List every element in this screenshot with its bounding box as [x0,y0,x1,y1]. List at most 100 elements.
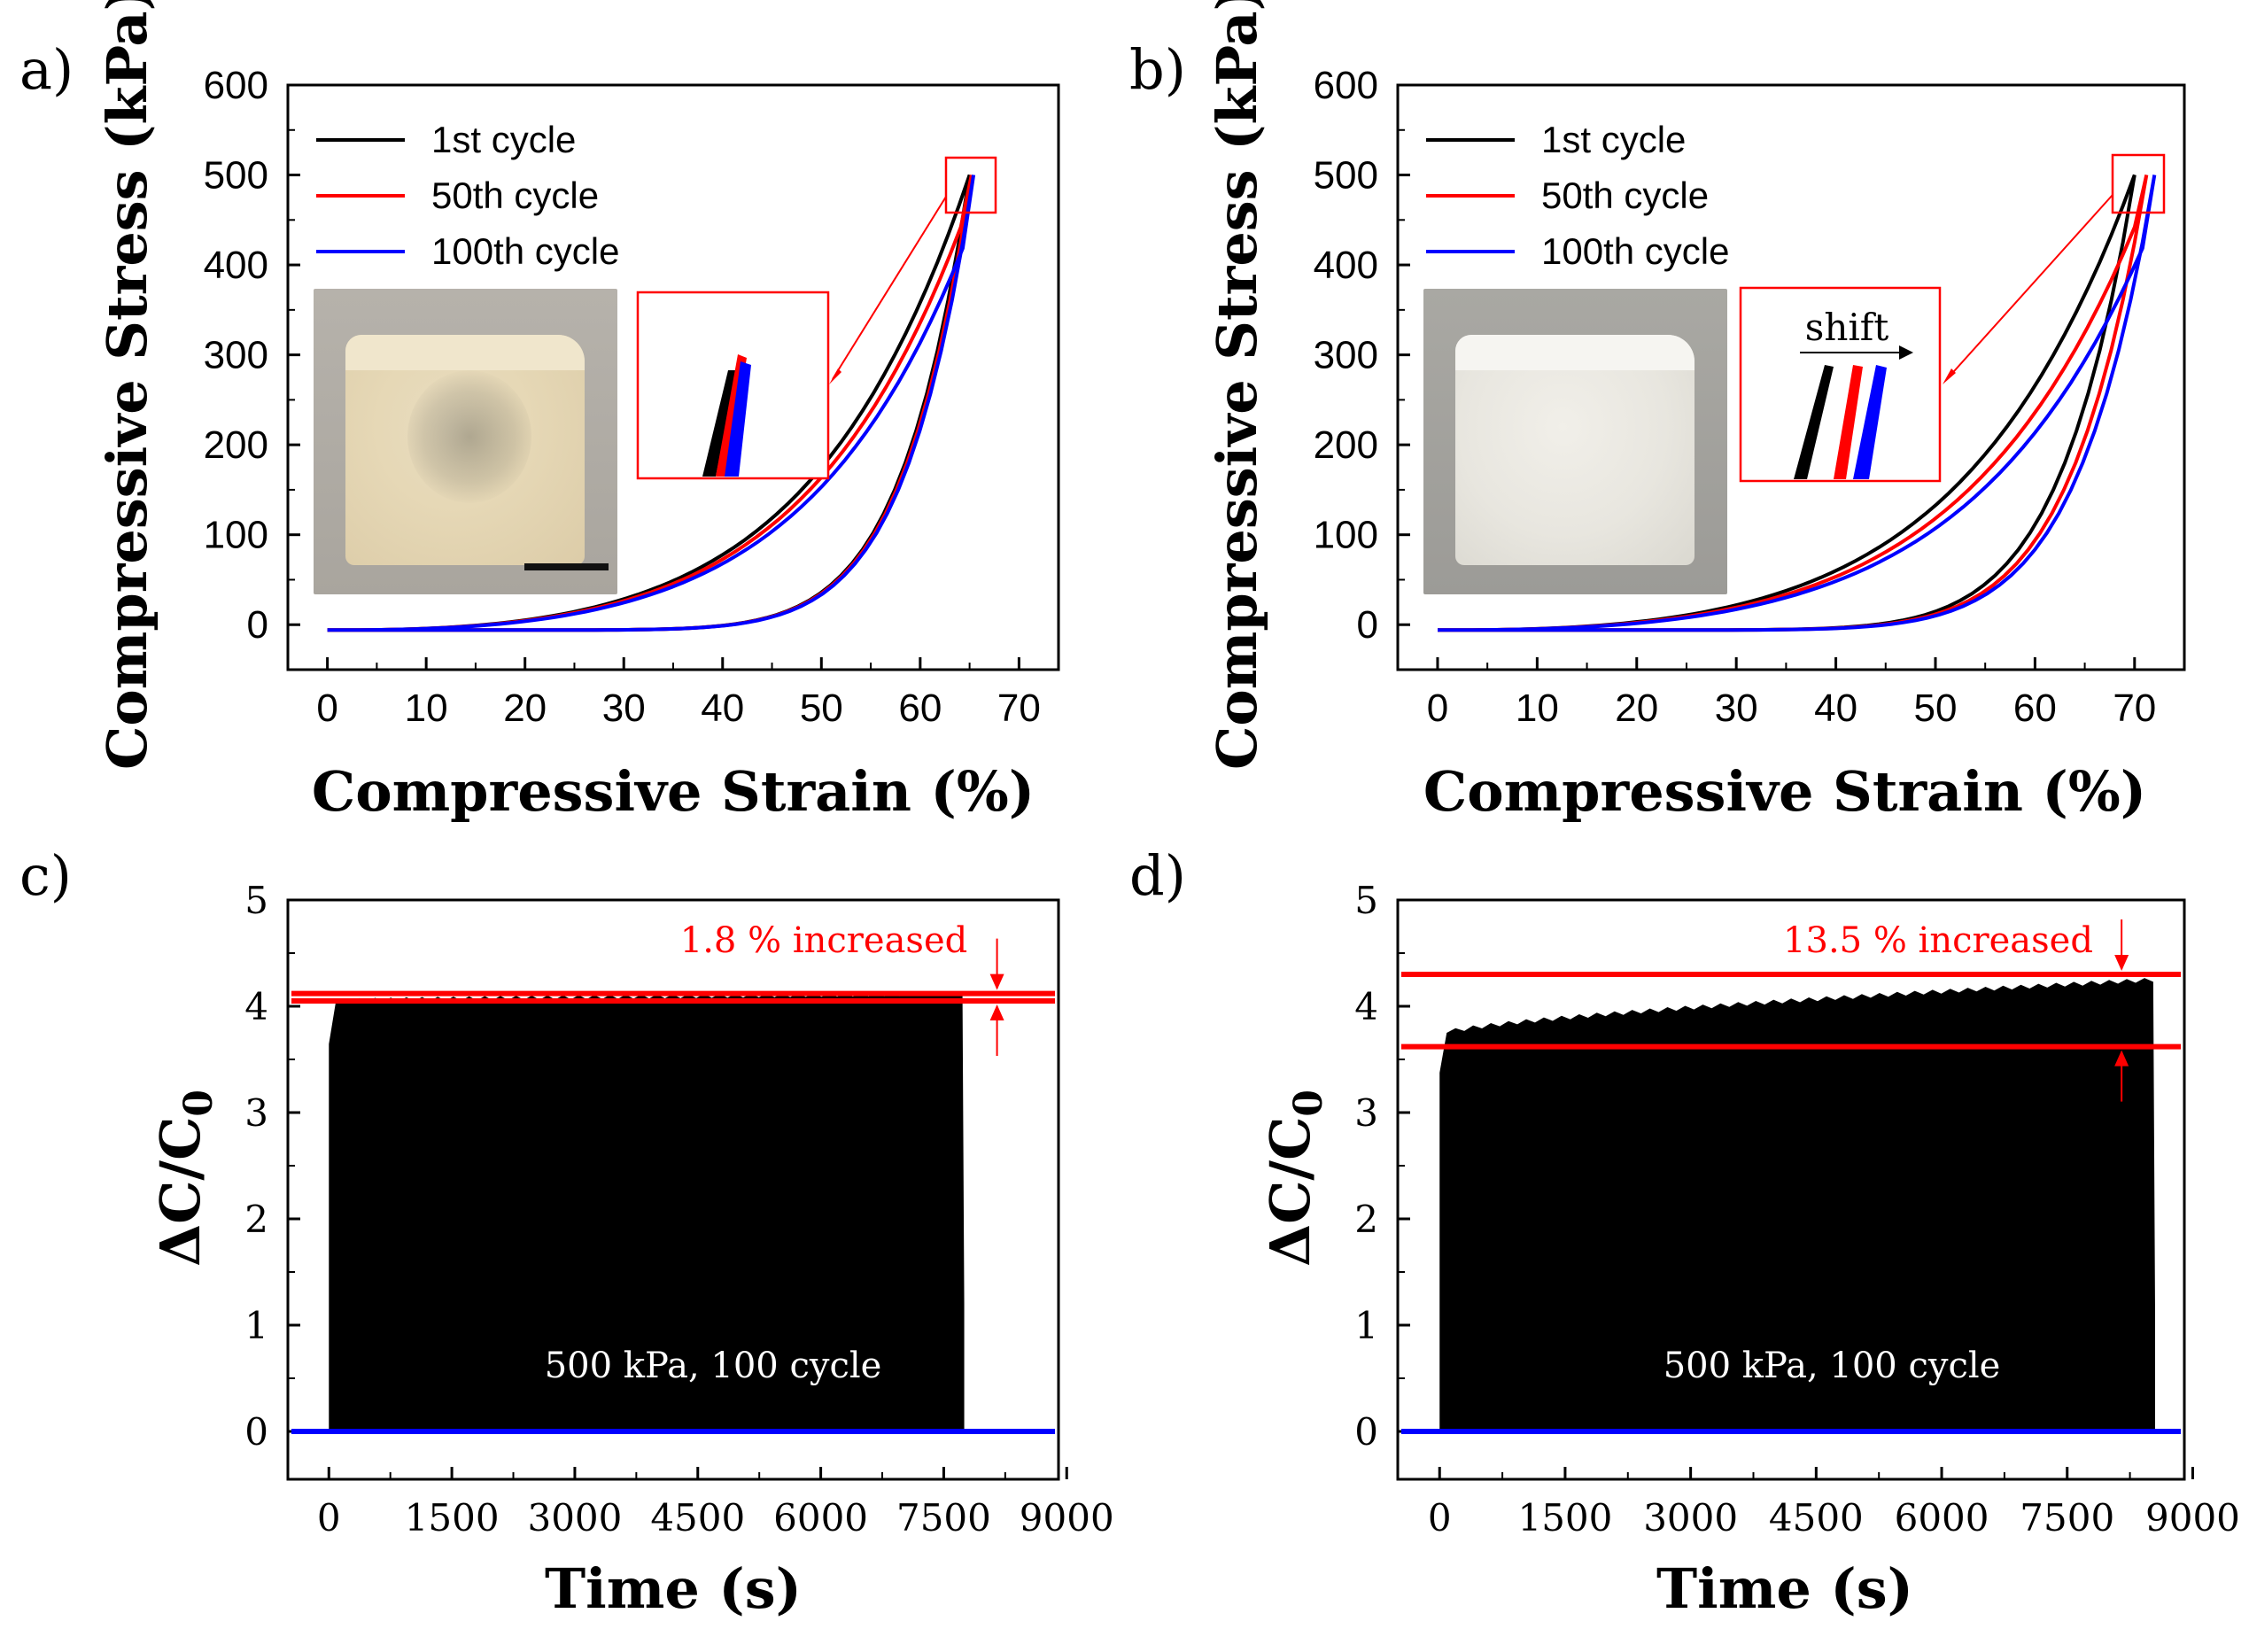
ylabel-c-sub: 0 [176,1090,221,1117]
y-tick-label: 1 [244,1304,268,1347]
legend-label: 1st cycle [431,119,576,160]
xlabel-c: Time (s) [545,1556,802,1621]
x-tick-label: 0 [316,686,337,730]
foam-cube-b [1455,335,1695,565]
y-tick-label: 4 [244,985,268,1028]
x-tick-label: 4500 [1769,1496,1864,1540]
y-tick-label: 500 [1314,154,1378,198]
plot-frame-c [286,898,1060,1481]
zoom-arrowhead-a [829,368,841,384]
panel-label-b: b) [1129,37,1186,102]
arrow-down-head [2114,955,2129,971]
y-tick-label: 0 [247,603,268,647]
x-tick-label: 1500 [1517,1496,1612,1540]
x-tick-label: 0 [317,1496,341,1540]
y-tick-label: 0 [244,1410,268,1454]
x-tick-label: 0 [1427,686,1448,730]
inset-b-1st [1794,365,1834,479]
x-tick-label: 60 [2013,686,2057,730]
x-tick-label: 20 [503,686,547,730]
x-tick-label: 6000 [773,1496,868,1540]
panel-label-d: d) [1129,843,1186,908]
y-tick-label: 1 [1354,1304,1378,1347]
x-tick-label: 70 [2113,686,2156,730]
zoom-box-a [944,156,997,214]
x-tick-label: 60 [898,686,942,730]
svg-text:ΔC/C0: ΔC/C0 [1258,1090,1331,1267]
x-tick-label: 6000 [1895,1496,1989,1540]
inset-a [636,291,830,480]
y-tick-label: 5 [244,879,268,922]
y-tick-label: 0 [1354,1410,1378,1454]
legend-label: 1st cycle [1541,119,1686,160]
y-tick-label: 3 [244,1091,268,1135]
series-line-3 [1438,175,2157,632]
scale-bar [524,563,609,570]
panel-label-a: a) [19,37,74,102]
xlabel-d: Time (s) [1656,1556,1913,1621]
x-tick-label: 50 [1914,686,1958,730]
signal-c [291,991,1055,1434]
sample-photo-a [314,289,617,594]
x-tick-label: 30 [1715,686,1758,730]
panel-c: c) 0 1500 3000 4500 6000 7500 9000 0 1 2 3 4 5 1.8 %… [19,843,1114,1621]
plot-frame-b [1396,83,2186,671]
signal-d [1401,978,2181,1434]
reference-lines-d [1401,919,2181,1102]
signal-envelope [329,991,965,1431]
arrow-up-head [989,1004,1004,1020]
y-tick-label: 200 [1314,423,1378,467]
ylabel-d-sub: 0 [1286,1090,1331,1117]
inset-b: shift [1739,286,1942,483]
curves-a [327,174,976,632]
zoom-connector-a [832,196,947,380]
foam-cube-a [345,335,585,565]
y-tick-label: 400 [204,244,268,287]
signal-envelope [1439,978,2155,1431]
x-tick-label: 40 [1814,686,1857,730]
zoom-box-b [2111,153,2166,214]
inset-a-1st [702,370,737,477]
legend-b: 1st cycle 50th cycle 100th cycle [1426,119,1729,272]
y-tick-label: 300 [1314,334,1378,377]
x-tick-label: 70 [997,686,1041,730]
zoom-arrowhead-b [1943,368,1956,384]
y-tick-label: 4 [1354,985,1378,1028]
ticks-a: 0 10 20 30 40 50 60 70 0 100 200 300 400 500 600 [204,64,1041,730]
y-tick-label: 100 [1314,514,1378,557]
x-tick-label: 3000 [527,1496,622,1540]
ylabel-a: Compressive Stress (kPa) [95,0,159,770]
inset-b-100th [1853,365,1887,479]
plot-frame-d [1396,898,2186,1481]
x-tick-label: 9000 [1020,1496,1114,1540]
ylabel-c: ΔC/C0 [148,1090,221,1267]
ticks-b: 0 10 20 30 40 50 60 70 0 100 200 300 400 500 600 [1314,64,2157,730]
ylabel-c-main: ΔC/C [148,1117,213,1267]
panel-b: b) 0 10 20 30 40 50 60 70 0 100 200 300 400 500 600 1s… [1129,0,2186,824]
y-tick-label: 300 [204,334,268,377]
y-tick-label: 5 [1354,879,1378,922]
shift-label-b: shift [1805,306,1889,349]
x-tick-label: 40 [701,686,744,730]
y-tick-label: 3 [1354,1091,1378,1135]
y-tick-label: 400 [1314,244,1378,287]
condition-label-c: 500 kPa, 100 cycle [545,1346,882,1386]
arrow-up-head [2114,1050,2129,1066]
panel-d: d) 0 1500 3000 4500 6000 7500 9000 0 1 2 3 4 5 13.5 … [1129,843,2240,1621]
x-tick-label: 3000 [1643,1496,1738,1540]
annotation-c: 1.8 % increased [680,920,967,961]
shift-arrowhead-b [1899,345,1913,360]
panel-a: a) 0 10 20 30 40 50 60 70 0 100 200 300 400 500 600 1s… [19,0,1060,824]
zoom-connector-b [1946,194,2113,380]
sample-photo-b [1423,289,1727,594]
y-tick-label: 100 [204,514,268,557]
x-tick-label: 9000 [2145,1496,2240,1540]
annotation-d: 13.5 % increased [1783,920,2093,961]
svg-text:ΔC/C0: ΔC/C0 [148,1090,221,1267]
reference-lines-c [291,938,1055,1056]
condition-label-d: 500 kPa, 100 cycle [1663,1346,2001,1386]
inset-b-50th [1834,365,1863,479]
x-tick-label: 10 [405,686,448,730]
y-tick-label: 2 [1354,1198,1378,1241]
